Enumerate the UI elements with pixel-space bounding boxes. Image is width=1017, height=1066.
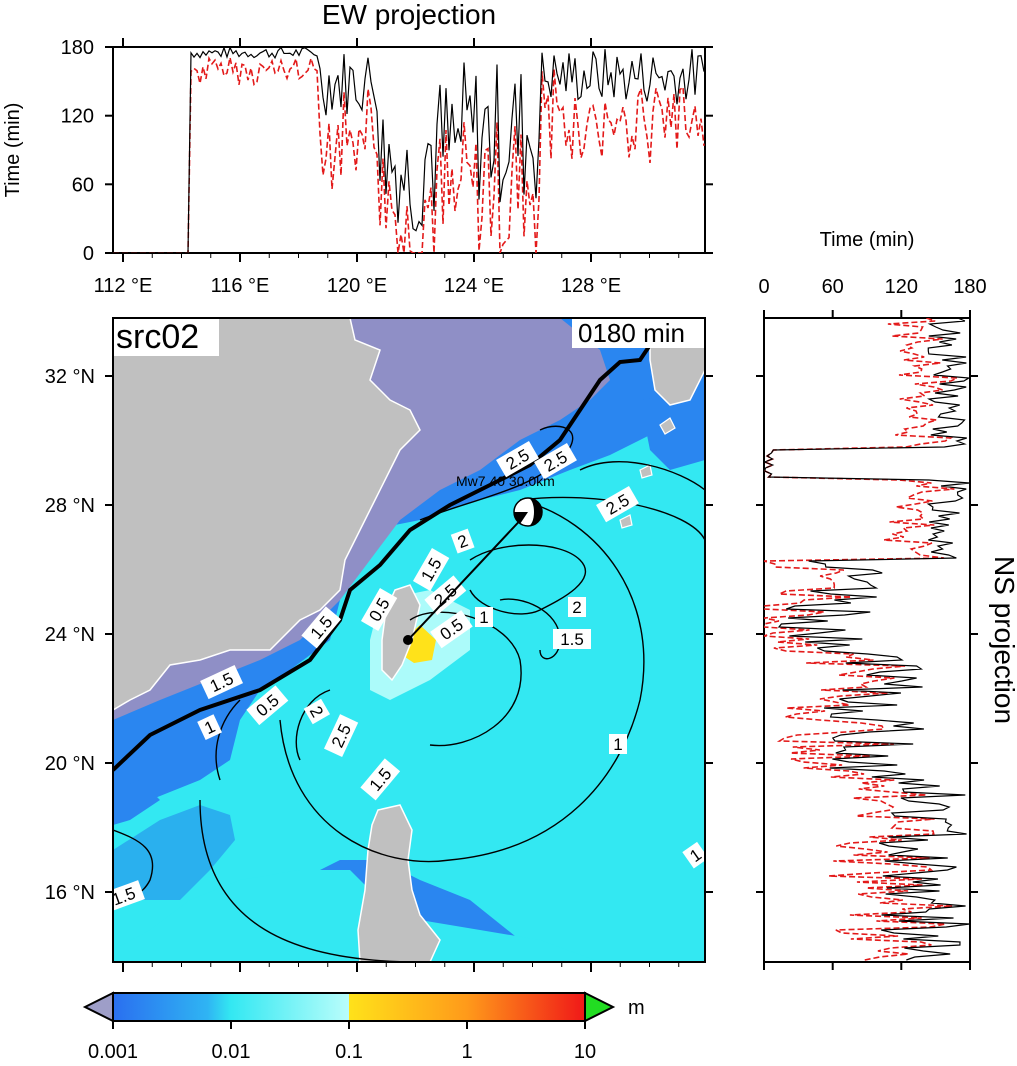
ns-projection-panel: Time (min) 0 60 120 180 NS projection: [756, 229, 1017, 970]
colorbar-tick-label: 0.001: [88, 1041, 138, 1063]
colorbar-tick-label: 0.1: [335, 1041, 363, 1063]
ns-xtick-label: 60: [822, 276, 844, 298]
rupture-line: [407, 511, 529, 641]
ew-xticks: 112 °E 116 °E 120 °E 124 °E 128 °E: [94, 38, 680, 297]
ew-xtick-label: 112 °E: [94, 275, 153, 297]
epicenter-dot: [403, 635, 413, 645]
lat-tick-label: 24 °N: [45, 624, 95, 646]
ew-plot-frame: [112, 46, 706, 254]
colorbar-tick-label: 0.01: [212, 1041, 251, 1063]
ns-yticks: [756, 375, 978, 893]
colorbar-tick-label: 10: [574, 1041, 596, 1063]
ew-xtick-label: 120 °E: [327, 275, 387, 297]
ew-ytick-label: 0: [83, 243, 94, 265]
svg-text:2: 2: [572, 598, 581, 617]
ew-projection-panel: EW projection Time (min) 0 60 120 180 112 °…: [2, 0, 713, 297]
ns-xtick-label: 0: [758, 276, 769, 298]
colorbar: m 0.001 0.01 0.1 1 10: [82, 991, 645, 1063]
ns-xtick-label: 180: [953, 276, 986, 298]
contour-label: 1: [475, 607, 493, 627]
ew-ylabel: Time (min): [2, 103, 24, 198]
colorbar-ticks: 0.001 0.01 0.1 1 10: [88, 1021, 596, 1063]
ns-xticks: 0 60 120 180: [758, 276, 987, 970]
land-ryukyu: [619, 417, 676, 529]
ew-ytick-label: 180: [61, 37, 94, 59]
land-taiwan: [381, 584, 421, 682]
contour-label: 2: [303, 698, 331, 725]
contour-label: 1.5: [553, 629, 591, 649]
ns-series-solid: [764, 318, 970, 961]
ew-yticks: 0 60 120 180: [61, 37, 713, 265]
colorbar-under-arrow: [82, 991, 114, 1023]
land-china: [113, 318, 421, 711]
colorbar-over-arrow: [584, 991, 616, 1023]
ew-series-solid: [113, 47, 705, 253]
ew-panel-title: EW projection: [322, 0, 496, 30]
ew-ytick-label: 60: [72, 174, 94, 196]
ns-xlabel: Time (min): [820, 229, 915, 251]
event-label: Mw7.40 30.0km: [456, 473, 555, 489]
contour-label: 1: [682, 841, 705, 869]
ns-panel-title: NS projection: [989, 556, 1017, 724]
time-label-bg: [572, 318, 705, 348]
map-frame: [112, 317, 706, 963]
contour-label: 1: [609, 734, 627, 754]
colorbar-tick-label: 1: [461, 1041, 472, 1063]
lat-tick-label: 28 °N: [45, 495, 95, 517]
contour-label: 2: [568, 597, 586, 617]
contour-label: 2: [450, 528, 475, 554]
sea-mid-south: [113, 870, 600, 962]
svg-text:1: 1: [613, 735, 622, 754]
ns-series-dashed: [764, 318, 958, 961]
colorbar-unit: m: [628, 997, 645, 1019]
land-luzon: [357, 804, 441, 962]
svg-text:1.5: 1.5: [560, 630, 584, 649]
ew-series-dashed: [113, 55, 705, 253]
contour-lines: [113, 425, 705, 962]
time-label: 0180 min: [578, 318, 685, 348]
sea-blue-patch-2: [113, 780, 160, 825]
ew-xtick-label: 124 °E: [444, 275, 504, 297]
lat-tick-label: 16 °N: [45, 882, 95, 904]
colorbar-gradient: [113, 993, 585, 1021]
lat-tick-label: 20 °N: [45, 753, 95, 775]
beachball-icon: [513, 497, 543, 527]
ew-xtick-label: 128 °E: [561, 275, 621, 297]
map-ticks: 32 °N 28 °N 24 °N 20 °N 16 °N: [45, 366, 713, 972]
ew-xtick-label: 116 °E: [211, 275, 270, 297]
source-label: src02: [116, 318, 199, 356]
svg-text:1: 1: [479, 608, 488, 627]
contour-label: 1: [197, 714, 222, 740]
map-panel: 2.5 2.52.521.51.50.50.5 121.51.50.5 21 2.51.…: [45, 317, 713, 972]
ns-xtick-label: 120: [885, 276, 918, 298]
coastline-thick: [113, 343, 652, 772]
lat-tick-label: 32 °N: [45, 366, 95, 388]
ew-ytick-label: 120: [61, 106, 94, 128]
sea-blue-patch: [113, 805, 235, 905]
source-label-bg: [113, 318, 219, 356]
